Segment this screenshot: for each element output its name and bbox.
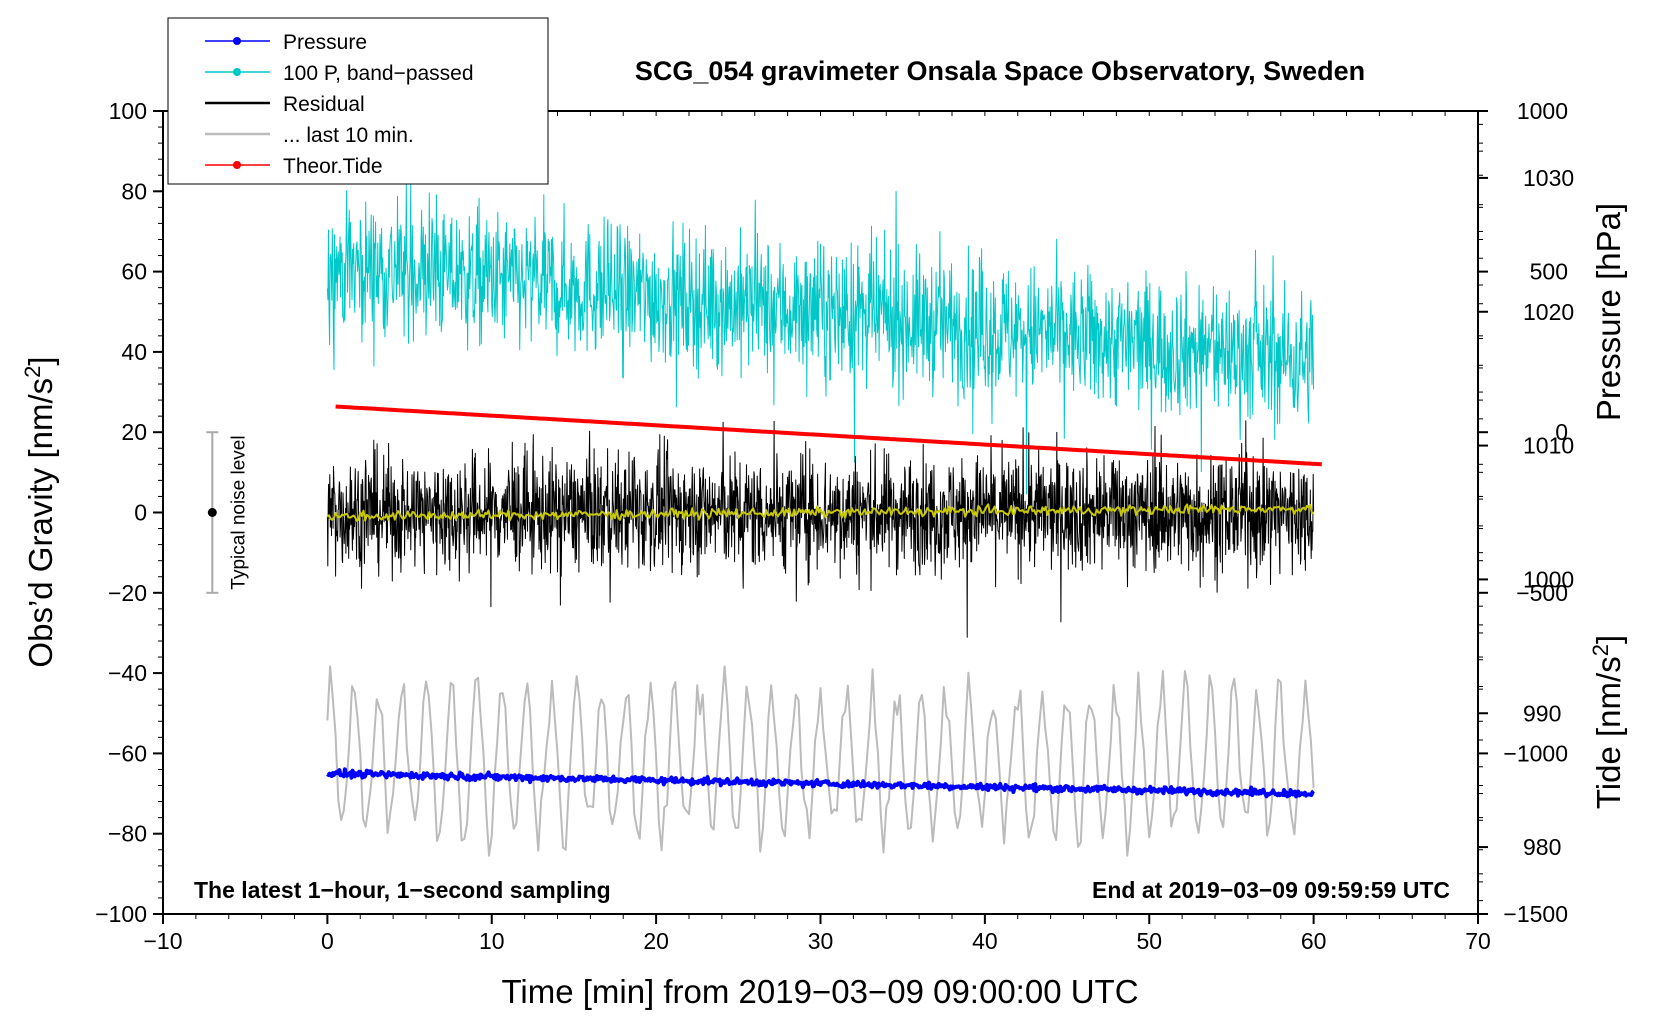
tide-tick-label: −500 bbox=[1516, 580, 1568, 606]
y-tick-label: −40 bbox=[108, 660, 147, 686]
y-tick-label: −60 bbox=[108, 740, 147, 766]
pressure-tick-label: 1010 bbox=[1523, 433, 1574, 459]
legend-item: 100 P, band−passed bbox=[205, 62, 474, 85]
x-tick-label: 70 bbox=[1465, 928, 1491, 954]
chart-title: SCG_054 gravimeter Onsala Space Observat… bbox=[635, 56, 1365, 86]
tide-tick-label: −1000 bbox=[1503, 740, 1568, 766]
tide-axis-label-sup: 2 bbox=[1588, 644, 1613, 656]
noise-level-indicator: Typical noise level bbox=[206, 431, 249, 594]
pressure-tick-label: 980 bbox=[1523, 834, 1561, 860]
y-tick-label: −20 bbox=[108, 580, 147, 606]
legend-box bbox=[167, 17, 549, 185]
x-tick-label: 0 bbox=[321, 928, 334, 954]
legend-marker bbox=[233, 68, 241, 76]
legend-label: Theor.Tide bbox=[283, 155, 383, 178]
tide-axis-label-end: ] bbox=[1590, 635, 1627, 644]
series-residual-smoothed bbox=[326, 503, 1314, 522]
x-tick-label: 30 bbox=[808, 928, 834, 954]
legend-marker bbox=[233, 161, 241, 169]
legend-label: 100 P, band−passed bbox=[283, 62, 474, 85]
legend-label: Residual bbox=[283, 93, 365, 116]
pressure-tick-label: 1030 bbox=[1523, 165, 1574, 191]
pressure-tick-label: 1020 bbox=[1523, 299, 1574, 325]
legend-marker bbox=[233, 37, 241, 45]
series--last-10-min- bbox=[326, 665, 1315, 857]
series-layer bbox=[326, 182, 1322, 857]
legend-item: Pressure bbox=[205, 31, 367, 54]
y-tick-label: −100 bbox=[95, 901, 147, 927]
tide-tick-label: 1000 bbox=[1517, 98, 1568, 124]
tide-axis-label: Tide [nm/s2] bbox=[1588, 635, 1627, 809]
y-axis-label: Obs’d Gravity [nm/s2] bbox=[20, 356, 59, 667]
x-tick-label: −10 bbox=[143, 928, 182, 954]
series-residual bbox=[326, 420, 1315, 638]
x-axis-ticks: −10 0 10 20 30 40 50 60 70 bbox=[143, 111, 1491, 954]
noise-label: Typical noise level bbox=[228, 435, 249, 589]
tide-axis-ticks: −1500 −1000 −500 0 500 1000 bbox=[1478, 98, 1568, 927]
legend-label: ... last 10 min. bbox=[283, 124, 414, 147]
end-time-annotation: End at 2019−03−09 09:59:59 UTC bbox=[1092, 877, 1450, 903]
legend-label: Pressure bbox=[283, 31, 367, 54]
legend-item: Residual bbox=[205, 93, 365, 116]
y-axis-label-main: Obs’d Gravity [nm/s bbox=[22, 378, 59, 668]
noise-dot bbox=[207, 508, 217, 517]
series-theor-tide bbox=[335, 404, 1322, 467]
x-tick-label: 60 bbox=[1301, 928, 1327, 954]
y-tick-label: −80 bbox=[108, 821, 147, 847]
tide-tick-label: 0 bbox=[1555, 419, 1568, 445]
x-axis-label: Time [min] from 2019−03−09 09:00:00 UTC bbox=[501, 973, 1138, 1010]
legend: Pressure 100 P, band−passed Residual ... la… bbox=[167, 17, 549, 185]
legend-item: Theor.Tide bbox=[205, 155, 383, 178]
x-tick-label: 20 bbox=[643, 928, 669, 954]
y-tick-label: 80 bbox=[121, 178, 147, 204]
x-tick-label: 50 bbox=[1136, 928, 1162, 954]
y-axis-label-sup: 2 bbox=[20, 366, 45, 378]
y-tick-label: 40 bbox=[121, 339, 147, 365]
tide-tick-label: 500 bbox=[1530, 259, 1568, 285]
pressure-axis-ticks: 980 990 1000 1010 1020 1030 bbox=[1478, 123, 1574, 902]
y-tick-label: 60 bbox=[121, 259, 147, 285]
x-tick-label: 10 bbox=[479, 928, 505, 954]
y-tick-label: 20 bbox=[121, 419, 147, 445]
pressure-tick-label: 990 bbox=[1523, 700, 1561, 726]
y-axis-label-end: ] bbox=[22, 356, 59, 365]
y-axis-ticks: −100 −80 −60 −40 −20 0 20 40 60 80 100 bbox=[95, 98, 163, 927]
sampling-annotation: The latest 1−hour, 1−second sampling bbox=[194, 877, 611, 903]
series-100-p-band-passed bbox=[326, 182, 1315, 495]
x-tick-label: 40 bbox=[972, 928, 998, 954]
tide-axis-label-main: Tide [nm/s bbox=[1590, 656, 1627, 809]
pressure-tick-label: 1000 bbox=[1523, 566, 1574, 592]
y-tick-label: 100 bbox=[109, 98, 147, 124]
series-pressure bbox=[326, 767, 1315, 799]
pressure-axis-label: Pressure [hPa] bbox=[1590, 203, 1627, 421]
legend-item: ... last 10 min. bbox=[205, 124, 414, 147]
y-tick-label: 0 bbox=[134, 500, 147, 526]
tide-tick-label: −1500 bbox=[1503, 901, 1568, 927]
